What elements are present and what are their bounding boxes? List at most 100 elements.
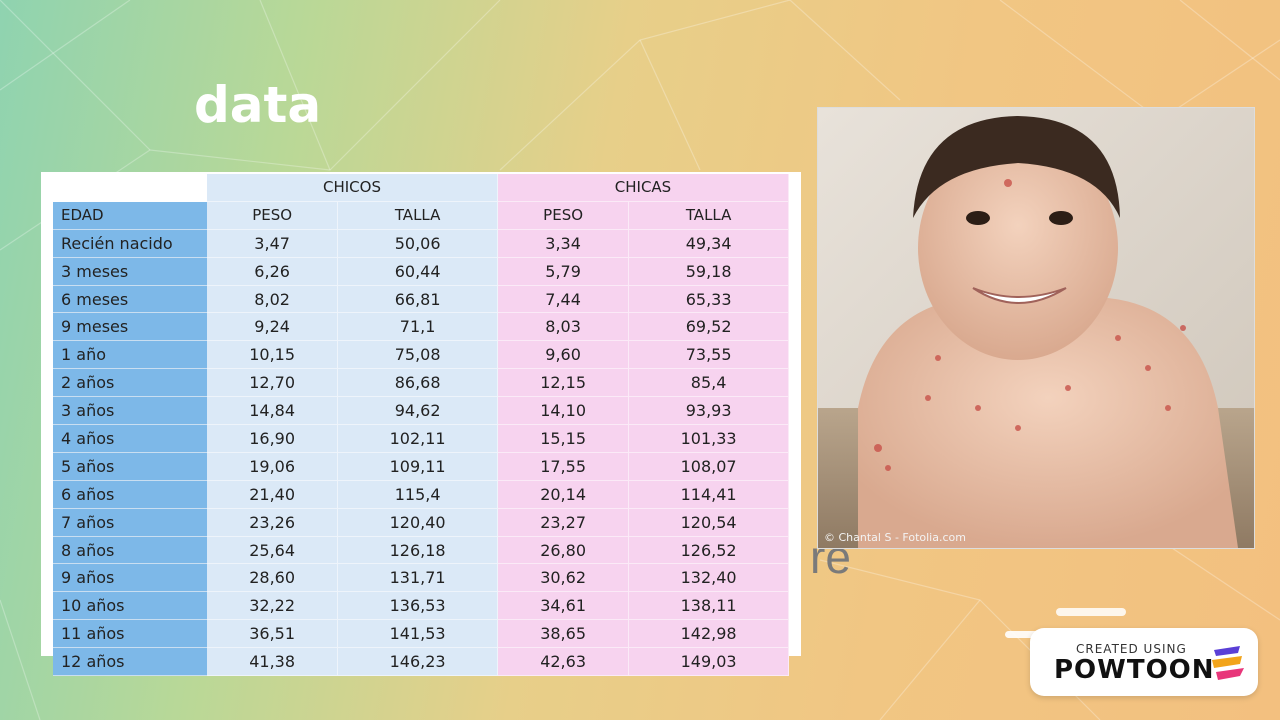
girls-height-cell: 93,93 (629, 397, 789, 426)
girls-weight-cell: 5,79 (497, 257, 630, 286)
table-row: Recién nacido 3,47 50,06 3,34 49,34 (53, 229, 789, 258)
age-cell: 3 meses (53, 257, 207, 286)
table-row: 6 meses 8,02 66,81 7,44 65,33 (53, 285, 789, 314)
boys-height-cell: 131,71 (338, 564, 498, 593)
age-cell: 12 años (53, 648, 207, 677)
age-cell: 4 años (53, 425, 207, 453)
table-row: 2 años 12,70 86,68 12,15 85,4 (53, 369, 789, 398)
column-header-row: EDAD PESO TALLA PESO TALLA (53, 201, 789, 230)
boys-height-cell: 75,08 (338, 341, 498, 370)
table-row: 7 años 23,26 120,40 23,27 120,54 (53, 508, 789, 537)
boys-weight-cell: 3,47 (207, 229, 339, 258)
girls-weight-cell: 34,61 (497, 592, 630, 621)
girls-weight-cell: 42,63 (497, 648, 630, 677)
age-cell: 1 año (53, 341, 207, 370)
girls-header: CHICAS (497, 174, 789, 202)
girls-weight-cell: 17,55 (497, 452, 630, 481)
girls-height-cell: 49,34 (629, 229, 789, 258)
boys-height-cell: 86,68 (338, 369, 498, 398)
girls-weight-cell: 38,65 (497, 620, 630, 649)
boys-height-cell: 146,23 (338, 648, 498, 677)
table-row: 5 años 19,06 109,11 17,55 108,07 (53, 452, 789, 481)
table-row: 6 años 21,40 115,4 20,14 114,41 (53, 480, 789, 509)
decor-streak (1056, 608, 1126, 616)
badge-created-using: CREATED USING (1076, 642, 1187, 656)
group-header-row: CHICOS CHICAS (53, 174, 789, 202)
col-header-boys-weight: PESO (207, 201, 339, 230)
boys-weight-cell: 14,84 (207, 397, 339, 426)
age-cell: 3 años (53, 397, 207, 426)
col-header-boys-height: TALLA (338, 201, 498, 230)
boys-height-cell: 115,4 (338, 480, 498, 509)
boys-height-cell: 126,18 (338, 536, 498, 565)
age-cell: 7 años (53, 508, 207, 537)
girls-weight-cell: 20,14 (497, 480, 630, 509)
boys-weight-cell: 36,51 (207, 620, 339, 649)
col-header-girls-weight: PESO (497, 201, 630, 230)
age-cell: 11 años (53, 620, 207, 649)
boys-height-cell: 66,81 (338, 285, 498, 314)
girls-height-cell: 65,33 (629, 285, 789, 314)
table-row: 12 años 41,38 146,23 42,63 149,03 (53, 648, 789, 677)
col-header-girls-height: TALLA (629, 201, 789, 230)
girls-height-cell: 73,55 (629, 341, 789, 370)
girls-height-cell: 138,11 (629, 592, 789, 621)
powtoon-logo-icon (1212, 646, 1244, 680)
table-row: 11 años 36,51 141,53 38,65 142,98 (53, 620, 789, 649)
boys-height-cell: 60,44 (338, 257, 498, 286)
growth-table: CHICOS CHICAS EDAD PESO TALLA PESO TALLA… (53, 174, 789, 677)
boys-weight-cell: 28,60 (207, 564, 339, 593)
table-row: 9 meses 9,24 71,1 8,03 69,52 (53, 313, 789, 342)
age-cell: 9 meses (53, 313, 207, 342)
boys-weight-cell: 16,90 (207, 425, 339, 453)
girls-weight-cell: 15,15 (497, 425, 630, 453)
girls-height-cell: 120,54 (629, 508, 789, 537)
growth-table-card: CHICOS CHICAS EDAD PESO TALLA PESO TALLA… (41, 172, 801, 677)
boys-weight-cell: 8,02 (207, 285, 339, 314)
boys-weight-cell: 25,64 (207, 536, 339, 565)
girls-height-cell: 108,07 (629, 452, 789, 481)
girls-height-cell: 85,4 (629, 369, 789, 398)
boys-weight-cell: 10,15 (207, 341, 339, 370)
table-row: 1 año 10,15 75,08 9,60 73,55 (53, 341, 789, 370)
girls-height-cell: 132,40 (629, 564, 789, 593)
boys-weight-cell: 23,26 (207, 508, 339, 537)
girls-weight-cell: 8,03 (497, 313, 630, 342)
age-cell: 5 años (53, 452, 207, 481)
girls-weight-cell: 14,10 (497, 397, 630, 426)
table-row: 9 años 28,60 131,71 30,62 132,40 (53, 564, 789, 593)
badge-brand: POWTOON (1054, 655, 1215, 685)
girls-weight-cell: 3,34 (497, 229, 630, 258)
boys-weight-cell: 19,06 (207, 452, 339, 481)
girls-height-cell: 149,03 (629, 648, 789, 677)
girls-height-cell: 101,33 (629, 425, 789, 453)
age-cell: 8 años (53, 536, 207, 565)
girls-weight-cell: 7,44 (497, 285, 630, 314)
girls-weight-cell: 9,60 (497, 341, 630, 370)
corner-cell (53, 174, 207, 202)
boys-height-cell: 71,1 (338, 313, 498, 342)
table-row: 3 años 14,84 94,62 14,10 93,93 (53, 397, 789, 426)
girls-weight-cell: 12,15 (497, 369, 630, 398)
girls-weight-cell: 26,80 (497, 536, 630, 565)
boys-weight-cell: 41,38 (207, 648, 339, 677)
girls-height-cell: 142,98 (629, 620, 789, 649)
child-photo: © Chantal S - Fotolia.com (817, 107, 1255, 549)
boys-weight-cell: 6,26 (207, 257, 339, 286)
boys-height-cell: 94,62 (338, 397, 498, 426)
boys-height-cell: 102,11 (338, 425, 498, 453)
boys-height-cell: 120,40 (338, 508, 498, 537)
boys-weight-cell: 32,22 (207, 592, 339, 621)
powtoon-badge[interactable]: CREATED USING POWTOON (1030, 628, 1258, 696)
table-body: Recién nacido 3,47 50,06 3,34 49,34 3 meses 6,… (53, 229, 789, 677)
table-row: 8 años 25,64 126,18 26,80 126,52 (53, 536, 789, 565)
age-cell: 10 años (53, 592, 207, 621)
age-cell: 6 meses (53, 285, 207, 314)
girls-weight-cell: 23,27 (497, 508, 630, 537)
boys-height-cell: 109,11 (338, 452, 498, 481)
table-row: 4 años 16,90 102,11 15,15 101,33 (53, 425, 789, 453)
boys-height-cell: 50,06 (338, 229, 498, 258)
boys-weight-cell: 9,24 (207, 313, 339, 342)
boys-weight-cell: 21,40 (207, 480, 339, 509)
boys-header: CHICOS (207, 174, 498, 202)
